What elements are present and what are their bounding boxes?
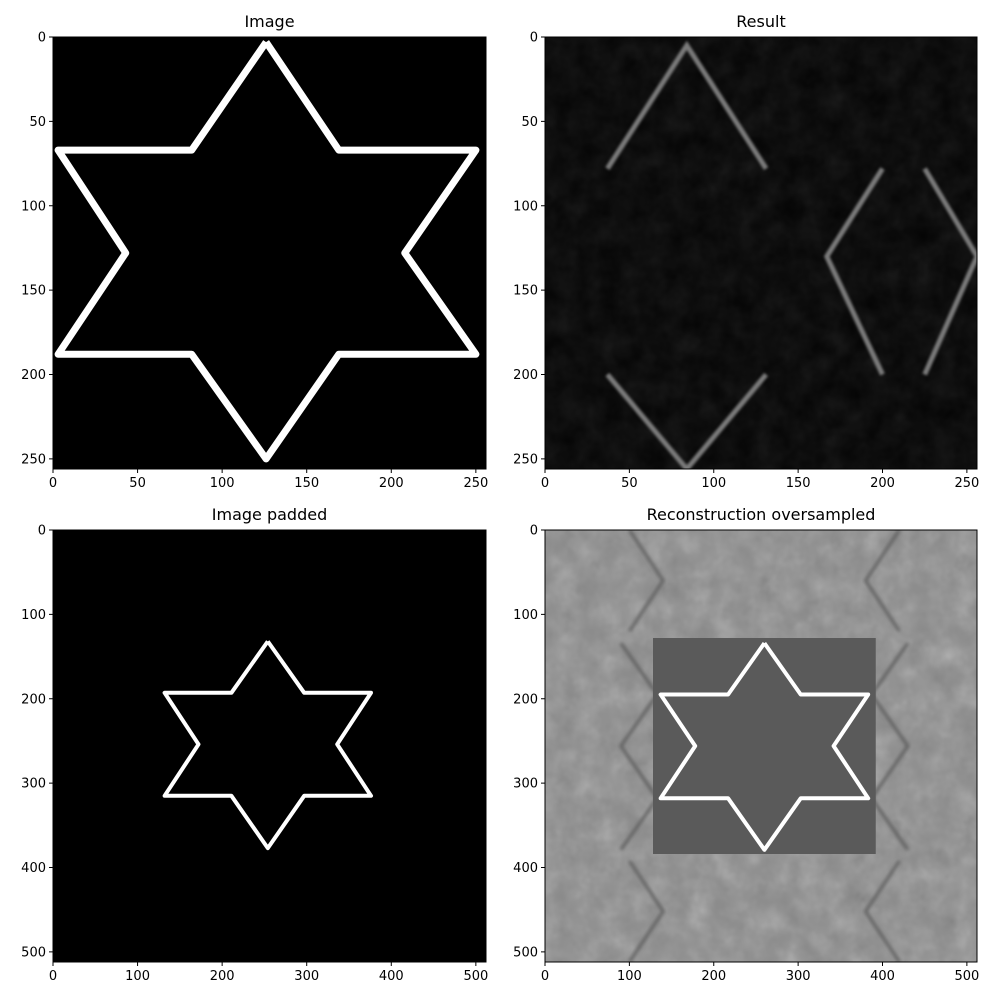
panel-title: Image padded — [211, 505, 328, 524]
x-tick-label: 200 — [379, 476, 404, 491]
x-tick-label: 50 — [129, 476, 146, 491]
x-tick-label: 0 — [49, 969, 57, 984]
x-tick-label: 250 — [463, 476, 488, 491]
y-tick-label: 200 — [513, 692, 538, 707]
y-tick-label: 200 — [513, 368, 538, 383]
y-tick-label: 200 — [21, 368, 46, 383]
image-background — [53, 530, 486, 962]
y-tick-label: 500 — [513, 945, 538, 960]
x-tick-label: 150 — [294, 476, 319, 491]
result-line — [605, 40, 769, 170]
panel-title: Reconstruction oversampled — [646, 505, 876, 524]
y-tick-label: 0 — [530, 31, 538, 46]
x-tick-label: 0 — [49, 476, 57, 491]
y-tick-label: 300 — [513, 777, 538, 792]
y-tick-label: 100 — [21, 608, 46, 623]
result-line — [605, 372, 769, 469]
inner-box — [653, 638, 876, 854]
ghost-line — [619, 642, 660, 851]
x-tick-label: 500 — [954, 969, 979, 984]
x-tick-label: 200 — [210, 969, 235, 984]
ghost-line — [869, 642, 910, 851]
result-noise — [545, 37, 977, 469]
x-tick-label: 400 — [870, 969, 895, 984]
x-tick-label: 0 — [541, 969, 549, 984]
y-tick-label: 150 — [21, 284, 46, 299]
y-tick-label: 0 — [38, 31, 46, 46]
axes-frame — [52, 529, 487, 963]
x-tick-label: 500 — [463, 969, 488, 984]
x-tick-label: 200 — [870, 476, 895, 491]
y-tick-label: 100 — [513, 608, 538, 623]
y-tick-label: 50 — [521, 115, 538, 130]
y-tick-label: 250 — [21, 452, 46, 467]
x-tick-label: 100 — [617, 969, 642, 984]
x-tick-label: 150 — [786, 476, 811, 491]
result-line — [823, 167, 885, 376]
y-tick-label: 500 — [21, 945, 46, 960]
axes-frame — [52, 36, 487, 470]
result-line — [922, 167, 977, 376]
x-tick-label: 100 — [210, 476, 235, 491]
panel-title: Result — [736, 12, 786, 31]
axes-frame — [544, 529, 978, 963]
x-tick-label: 250 — [954, 476, 979, 491]
image-background — [53, 37, 486, 469]
y-tick-label: 250 — [513, 452, 538, 467]
x-tick-label: 400 — [379, 969, 404, 984]
x-tick-label: 100 — [701, 476, 726, 491]
x-tick-label: 300 — [786, 969, 811, 984]
x-tick-label: 200 — [701, 969, 726, 984]
y-tick-label: 100 — [21, 199, 46, 214]
x-tick-label: 0 — [541, 476, 549, 491]
star-outline — [658, 641, 871, 852]
y-tick-label: 400 — [513, 861, 538, 876]
y-tick-label: 150 — [513, 284, 538, 299]
y-tick-label: 300 — [21, 777, 46, 792]
star-outline — [162, 640, 373, 851]
y-tick-label: 100 — [513, 199, 538, 214]
y-tick-label: 0 — [38, 524, 46, 539]
axes-frame — [544, 36, 978, 470]
x-tick-label: 100 — [125, 969, 150, 984]
x-tick-label: 50 — [621, 476, 638, 491]
y-tick-label: 200 — [21, 692, 46, 707]
x-tick-label: 300 — [294, 969, 319, 984]
y-tick-label: 50 — [29, 115, 46, 130]
star-outline — [54, 40, 480, 463]
y-tick-label: 400 — [21, 861, 46, 876]
y-tick-label: 0 — [530, 524, 538, 539]
panel-title: Image — [244, 12, 295, 31]
